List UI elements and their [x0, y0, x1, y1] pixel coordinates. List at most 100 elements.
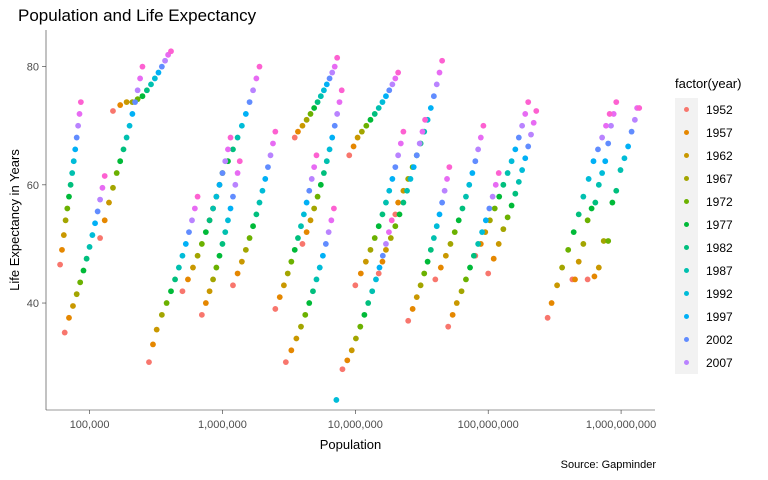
data-point — [575, 211, 582, 218]
data-point — [64, 205, 71, 212]
data-point — [66, 314, 72, 321]
data-point — [413, 152, 420, 159]
data-point — [606, 111, 613, 117]
data-point — [219, 170, 226, 176]
data-point — [508, 202, 515, 209]
data-point — [459, 205, 466, 212]
y-tick-label: 80 — [27, 62, 39, 74]
y-tick-label: 60 — [27, 180, 39, 192]
data-point — [334, 111, 341, 117]
data-point — [276, 294, 283, 301]
data-point — [256, 199, 263, 206]
data-point — [379, 211, 386, 218]
data-point — [129, 111, 136, 117]
data-point — [413, 294, 420, 301]
data-point — [410, 164, 417, 171]
legend-key — [675, 121, 698, 144]
data-point — [386, 187, 393, 194]
data-point — [451, 229, 458, 236]
data-point — [216, 181, 223, 188]
data-point — [350, 143, 357, 150]
data-point — [480, 122, 487, 129]
legend-label: 1987 — [706, 263, 733, 278]
data-point — [206, 288, 213, 295]
data-point — [303, 229, 310, 236]
legend-item-1957: 1957 — [675, 121, 741, 144]
data-point — [371, 111, 378, 117]
data-point — [430, 235, 437, 241]
data-point — [329, 69, 336, 76]
legend: factor(year) 1952 1957 1962 1967 1972 1977 198… — [675, 76, 741, 374]
data-point — [584, 276, 591, 283]
data-point — [311, 205, 318, 212]
data-point — [489, 193, 496, 200]
data-point — [376, 264, 383, 271]
data-point — [210, 205, 216, 212]
data-point — [386, 229, 392, 236]
data-point — [189, 217, 195, 224]
legend-swatch — [684, 360, 689, 365]
data-point — [458, 288, 465, 295]
data-point — [388, 217, 395, 224]
data-point — [146, 359, 152, 366]
data-point — [60, 232, 67, 238]
data-point — [522, 111, 529, 117]
data-point — [445, 323, 452, 330]
data-point — [253, 75, 260, 82]
data-point — [262, 176, 269, 182]
data-point — [137, 75, 143, 82]
legend-label: 1982 — [706, 240, 733, 255]
data-point — [617, 167, 624, 173]
data-point — [422, 116, 428, 123]
data-point — [291, 246, 298, 253]
data-point — [519, 122, 526, 129]
data-point — [383, 241, 389, 247]
data-point — [250, 87, 256, 94]
data-point — [59, 246, 65, 253]
data-point — [213, 193, 220, 200]
data-point — [610, 111, 617, 117]
data-point — [150, 341, 156, 348]
data-point — [70, 158, 77, 165]
data-point — [600, 238, 607, 244]
legend-label: 1962 — [706, 148, 733, 163]
data-point — [250, 223, 256, 230]
data-point — [453, 300, 460, 306]
data-point — [308, 176, 315, 182]
data-point — [405, 317, 412, 324]
legend-item-1987: 1987 — [675, 259, 741, 282]
legend-swatch — [684, 314, 689, 319]
data-point — [326, 75, 333, 82]
data-point — [120, 146, 127, 153]
data-point — [92, 220, 98, 227]
data-point — [320, 87, 327, 94]
data-point — [94, 208, 101, 215]
data-point — [227, 205, 234, 212]
data-point — [339, 366, 346, 373]
data-point — [83, 255, 90, 262]
data-point — [295, 235, 301, 241]
data-point — [605, 140, 612, 147]
data-point — [383, 93, 389, 100]
legend-key — [675, 328, 698, 351]
data-point — [62, 217, 69, 224]
data-point — [439, 199, 446, 206]
data-point — [392, 223, 399, 230]
data-point — [97, 235, 103, 241]
data-point — [206, 217, 213, 224]
data-point — [225, 217, 231, 224]
source-caption: Source: Gapminder — [560, 459, 656, 471]
legend-item-2007: 2007 — [675, 351, 741, 374]
data-point — [238, 258, 245, 265]
data-point — [525, 143, 532, 150]
data-point — [595, 264, 602, 271]
legend-swatch — [684, 268, 689, 273]
data-point — [608, 122, 614, 129]
data-point — [216, 252, 223, 259]
data-point — [139, 63, 146, 70]
data-point — [319, 252, 326, 259]
data-point — [307, 217, 314, 224]
data-point — [433, 223, 440, 230]
data-point — [580, 241, 587, 247]
